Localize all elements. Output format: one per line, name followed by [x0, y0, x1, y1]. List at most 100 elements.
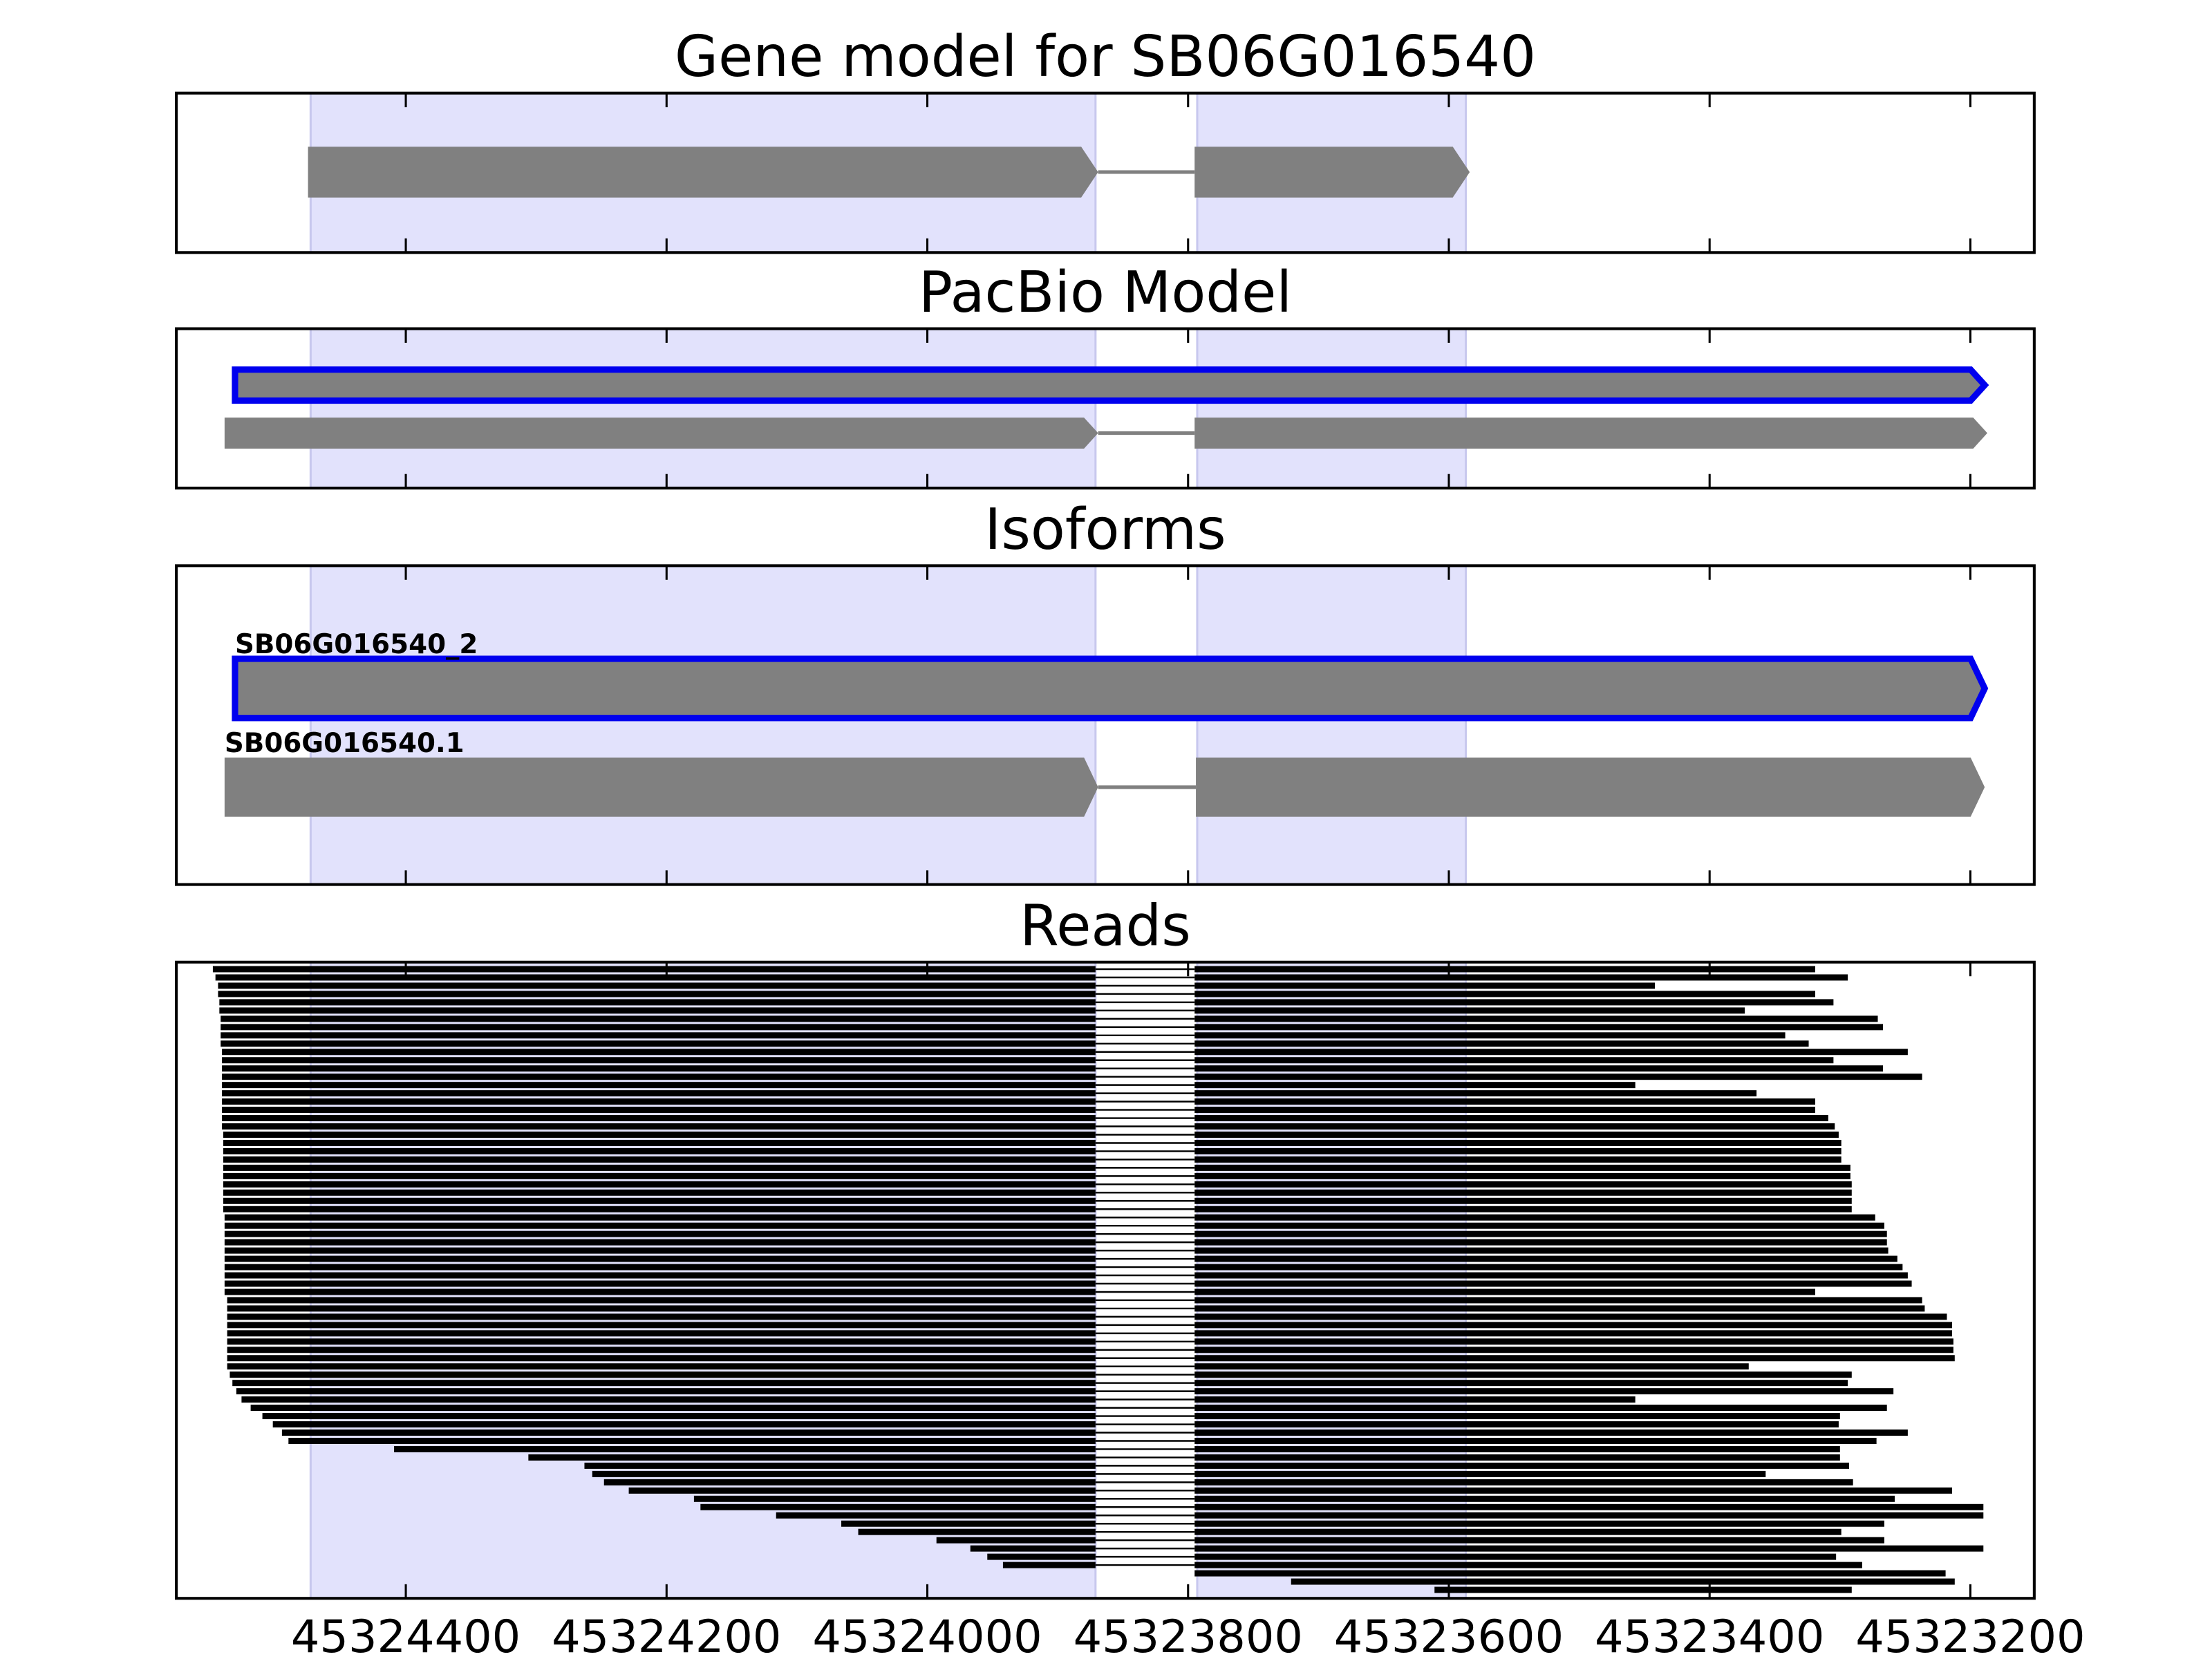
read-segment	[222, 1123, 1096, 1130]
read-segment	[1194, 1181, 1852, 1188]
read-segment	[222, 1115, 1096, 1122]
read-segment	[1194, 1115, 1828, 1122]
read-segment	[222, 1090, 1096, 1097]
read-segment	[1194, 1297, 1922, 1304]
read-segment	[222, 1049, 1096, 1056]
read-segment	[1194, 1222, 1884, 1229]
read-segment	[1194, 1445, 1840, 1452]
read-segment	[1194, 999, 1834, 1006]
read-segment	[1194, 1057, 1834, 1064]
read-segment	[936, 1537, 1096, 1544]
read-segment	[1194, 1338, 1953, 1345]
read-segment	[227, 1338, 1096, 1345]
read-segment	[227, 1322, 1096, 1329]
read-segment	[1194, 1082, 1635, 1089]
exon	[1196, 757, 1985, 817]
x-tick-label: 45323600	[1334, 1611, 1564, 1659]
read-segment	[841, 1520, 1096, 1527]
isoform-label: SB06G016540_2	[235, 629, 478, 660]
read-segment	[224, 1255, 1096, 1262]
read-segment	[1194, 1239, 1887, 1246]
x-tick-label: 45323400	[1595, 1611, 1824, 1659]
read-segment	[1194, 1520, 1884, 1527]
read-segment	[1194, 1430, 1908, 1436]
read-segment	[223, 1197, 1096, 1204]
read-segment	[1194, 1330, 1953, 1337]
exon	[1194, 418, 1987, 449]
read-segment	[1194, 1247, 1888, 1254]
read-segment	[1194, 1264, 1903, 1271]
read-segment	[584, 1462, 1096, 1469]
read-segment	[693, 1495, 1096, 1502]
read-segment	[224, 1280, 1096, 1287]
read-segment	[227, 1363, 1096, 1370]
read-segment	[224, 1214, 1096, 1221]
panel	[224, 565, 1989, 885]
read-segment	[1194, 1164, 1850, 1171]
panel	[224, 328, 1989, 489]
read-segment	[1194, 1255, 1897, 1262]
read-segment	[1194, 1454, 1840, 1461]
read-segment	[1194, 1040, 1809, 1047]
read-segment	[1194, 1553, 1837, 1560]
read-segment	[1194, 1495, 1895, 1502]
read-segment	[628, 1487, 1096, 1494]
highlight-region	[309, 328, 1097, 489]
read-segment	[223, 1156, 1096, 1163]
read-segment	[1194, 1280, 1912, 1287]
x-tick-label: 45323800	[1074, 1611, 1303, 1659]
read-segment	[221, 1040, 1096, 1047]
read-segment	[1194, 1503, 1984, 1510]
x-tick-label: 45324400	[291, 1611, 521, 1659]
read-segment	[224, 1230, 1096, 1237]
panel-frame	[175, 960, 2036, 1600]
read-segment	[1194, 1562, 1862, 1568]
read-segment	[1194, 1396, 1635, 1403]
read-segment	[1194, 1139, 1841, 1146]
read-segment	[1194, 991, 1815, 997]
read-segment	[1194, 982, 1655, 989]
read-segment	[1002, 1562, 1096, 1568]
read-segment	[281, 1430, 1096, 1436]
read-segment	[1194, 1537, 1884, 1544]
read-segment	[528, 1454, 1096, 1461]
read-segment	[227, 1305, 1096, 1312]
read-segment	[224, 1239, 1096, 1246]
exon	[224, 757, 1098, 817]
read-segment	[1194, 1380, 1848, 1387]
read-segment	[1194, 1363, 1749, 1370]
read-segment	[1194, 1123, 1835, 1130]
read-segment	[1194, 1098, 1815, 1105]
read-segment	[1194, 1172, 1850, 1179]
read-segment	[1194, 1156, 1841, 1163]
read-segment	[1194, 1288, 1815, 1295]
read-segment	[1194, 1015, 1878, 1022]
read-segment	[227, 1297, 1096, 1304]
panel-title: PacBio Model	[919, 260, 1292, 326]
read-segment	[1194, 1462, 1850, 1469]
read-segment	[1194, 1438, 1877, 1444]
read-segment	[232, 1380, 1096, 1387]
read-segment	[1194, 1272, 1908, 1279]
read-segment	[776, 1512, 1096, 1519]
read-segment	[1194, 1487, 1953, 1494]
read-segment	[1194, 1347, 1953, 1353]
read-segment	[222, 1065, 1096, 1072]
highlight-region	[1196, 328, 1468, 489]
read-segment	[1194, 1371, 1852, 1378]
panel-title: Reads	[1020, 893, 1191, 959]
exon	[232, 366, 1989, 404]
read-segment	[1194, 1132, 1839, 1138]
read-segment	[212, 966, 1096, 973]
read-segment	[1194, 1322, 1953, 1329]
read-segment	[1194, 1214, 1875, 1221]
read-segment	[1194, 1230, 1887, 1237]
panel-title: Isoforms	[984, 497, 1226, 563]
read-segment	[1194, 1570, 1946, 1577]
read-segment	[1194, 974, 1848, 981]
read-segment	[288, 1438, 1096, 1444]
read-segment	[1194, 1090, 1757, 1097]
read-segment	[970, 1545, 1096, 1552]
read-segment	[592, 1470, 1096, 1477]
read-segment	[222, 1074, 1096, 1080]
